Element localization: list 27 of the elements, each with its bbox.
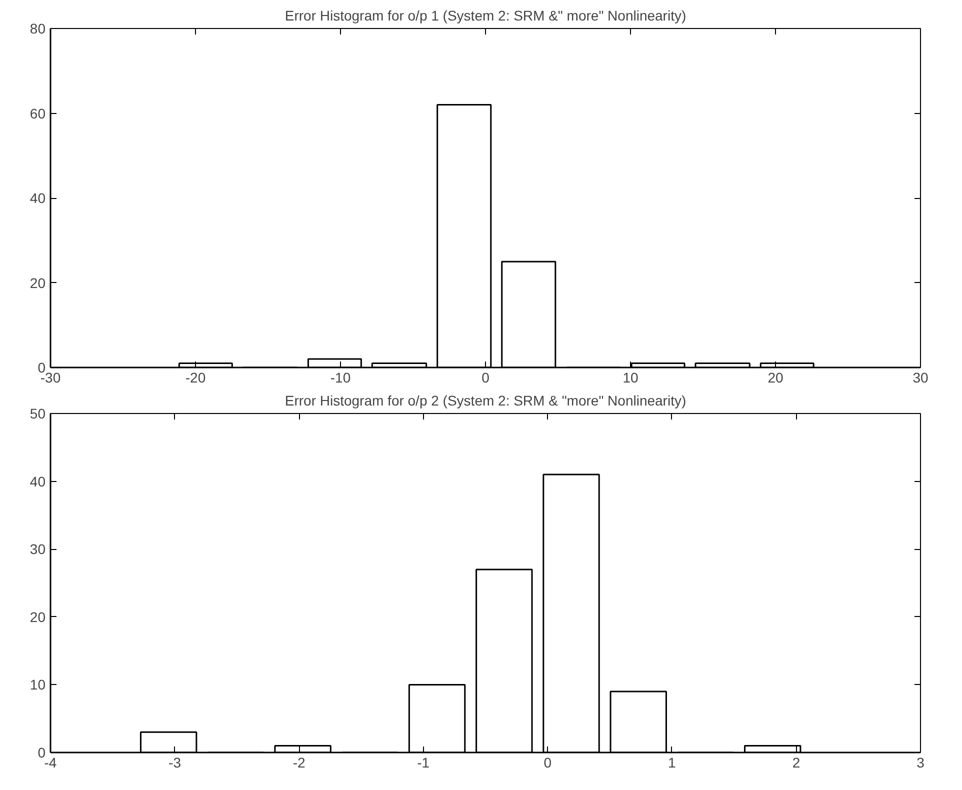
y-tick-label: 0 [38, 744, 46, 760]
x-tick-label: 1 [668, 754, 676, 770]
x-tick-label: 0 [544, 754, 552, 770]
x-tick-label: 2 [792, 754, 800, 770]
y-tick-label: 30 [30, 541, 46, 558]
chart-title: Error Histogram for o/p 1 (System 2: SRM &" more" Nonlinearity) [284, 8, 686, 24]
x-tick-label: -4 [44, 754, 57, 770]
y-tick-label: 50 [30, 406, 46, 422]
y-tick-label: 10 [30, 676, 46, 693]
y-tick-label: 40 [30, 473, 46, 490]
x-tick-label: 10 [622, 370, 638, 386]
x-tick-label: -3 [168, 754, 182, 770]
x-tick-label: 20 [768, 370, 784, 386]
y-tick-label: 80 [30, 20, 46, 36]
y-tick-label: 40 [30, 190, 46, 206]
x-tick-label: -1 [417, 754, 430, 770]
y-tick-label: 20 [30, 274, 46, 291]
chart-title: Error Histogram for o/p 2 (System 2: SRM & "more" Nonlinearity) [284, 392, 686, 408]
x-tick-label: -20 [185, 370, 206, 386]
x-tick-label: 30 [912, 370, 928, 386]
x-tick-label: -10 [330, 370, 351, 386]
y-tick-label: 20 [30, 608, 46, 625]
y-tick-label: 0 [38, 360, 46, 376]
x-tick-label: -2 [292, 754, 306, 770]
x-tick-label: 0 [482, 370, 490, 386]
x-tick-label: 3 [916, 754, 925, 770]
y-tick-label: 60 [30, 105, 46, 122]
